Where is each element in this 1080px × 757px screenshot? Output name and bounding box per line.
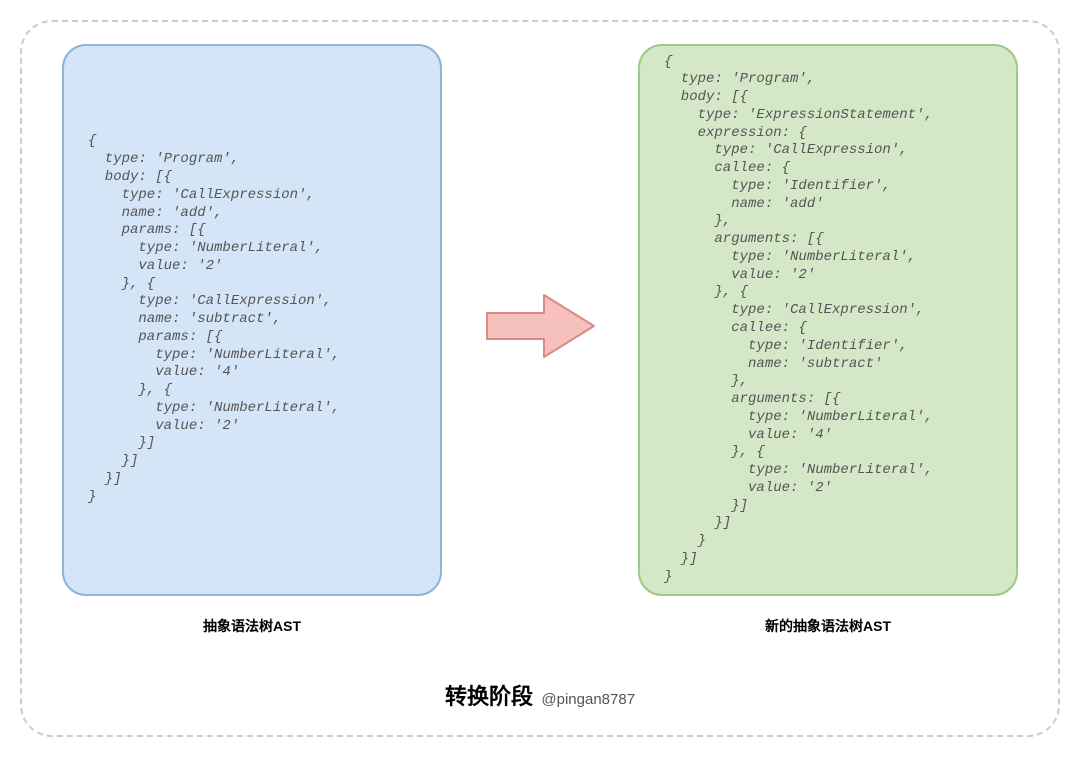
target-ast-box: { type: 'Program', body: [{ type: 'Expre… [638,44,1018,596]
target-ast-code: { type: 'Program', body: [{ type: 'Expre… [664,54,933,587]
diagram-container: { type: 'Program', body: [{ type: 'CallE… [20,20,1060,737]
source-ast-label: 抽象语法树AST [203,616,301,636]
footer: 转换阶段 @pingan8787 [22,679,1058,711]
footer-title: 转换阶段 [445,684,533,709]
right-column: { type: 'Program', body: [{ type: 'Expre… [638,44,1018,636]
source-ast-box: { type: 'Program', body: [{ type: 'CallE… [62,44,442,596]
source-ast-code: { type: 'Program', body: [{ type: 'CallE… [88,133,340,506]
target-ast-label: 新的抽象语法树AST [765,616,891,636]
left-column: { type: 'Program', body: [{ type: 'CallE… [62,44,442,636]
arrow-right-icon [483,291,598,361]
footer-handle: @pingan8787 [541,691,635,708]
content-row: { type: 'Program', body: [{ type: 'CallE… [62,50,1018,630]
transform-arrow [483,291,598,361]
